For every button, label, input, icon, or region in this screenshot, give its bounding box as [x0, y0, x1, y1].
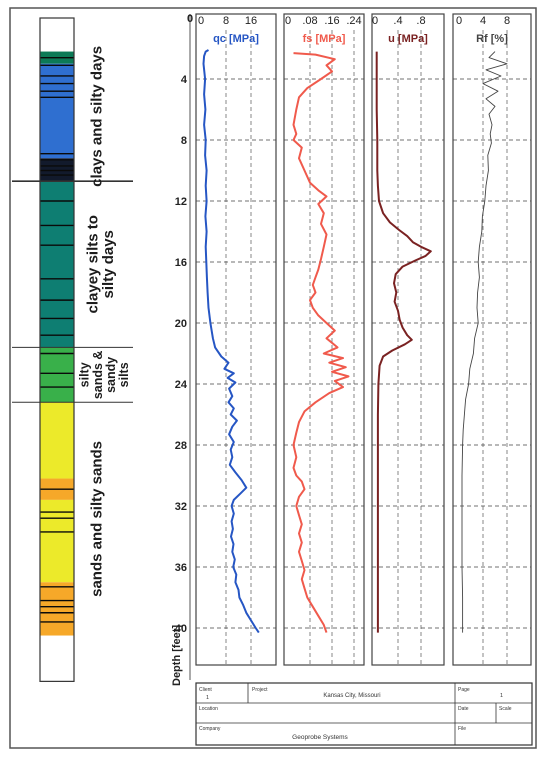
depth-tick-label: 16 — [175, 257, 187, 269]
log-panel: 0 8 16 qc [MPa] — [195, 13, 277, 666]
series-line — [375, 51, 432, 633]
title-block-label: Client — [199, 687, 212, 693]
soil-band — [40, 18, 74, 52]
panel-title: Rf [%] — [476, 33, 508, 45]
x-tick-label: .16 — [324, 15, 339, 27]
x-tick-label: .24 — [346, 15, 361, 27]
soil-band — [40, 499, 74, 583]
strata-label-text: clays and silty days — [88, 46, 105, 187]
log-panel: 0 .4 .8 u [MPa] — [371, 13, 445, 666]
depth-tick-label: 8 — [181, 135, 187, 147]
panel-frame — [452, 13, 532, 666]
x-tick-label: .4 — [393, 15, 402, 27]
soil-band — [40, 635, 74, 682]
panel-frame — [195, 13, 277, 666]
strata-label: sands and silty sandssands and silty san… — [88, 441, 105, 597]
title-block-company: Geoprobe Systems — [292, 734, 348, 741]
x-tick-label: .08 — [302, 15, 317, 27]
title-block-label: Page — [458, 687, 470, 693]
soil-band — [40, 582, 74, 636]
panel-title: qc [MPa] — [213, 33, 259, 45]
title-block-location: Kansas City, Missouri — [323, 693, 380, 699]
soil-band — [40, 181, 74, 348]
x-tick-label: 8 — [504, 15, 510, 27]
x-tick-label: 0 — [372, 15, 378, 27]
title-block-label: Project — [252, 687, 268, 693]
strata-label-text: clayey silts to — [84, 215, 101, 313]
panel-frame — [371, 13, 445, 666]
soil-band — [40, 158, 74, 182]
title-block-label: File — [458, 726, 466, 732]
depth-tick-label: 24 — [175, 379, 188, 391]
x-tick-label: 0 — [456, 15, 462, 27]
x-tick-label: 8 — [223, 15, 229, 27]
strata-label: silty sands & sandy siltssilty sands & sand… — [78, 351, 131, 400]
depth-tick-label: 32 — [175, 501, 187, 513]
depth-tick-label: 36 — [175, 562, 187, 574]
title-block-value: 1 — [206, 695, 209, 701]
title-block-label: Company — [199, 726, 221, 732]
x-tick-label: 0 — [198, 15, 204, 27]
depth-tick-label: 12 — [175, 196, 187, 208]
soil-band — [40, 63, 74, 159]
strata-label-text: sandy — [104, 357, 118, 393]
log-panel: 0 4 8 Rf [%] — [452, 13, 532, 666]
panel-title: fs [MPa] — [303, 33, 346, 45]
soil-column-outline — [39, 17, 75, 682]
strata-label-text: silty — [78, 362, 92, 387]
depth-tick-label: 4 — [181, 74, 188, 86]
strata-label: clays and silty daysclays and silty days — [88, 46, 105, 187]
depth-tick-label: 0 — [187, 13, 193, 25]
strata-label-text: silts — [117, 362, 131, 387]
depth-tick-label: 40 — [175, 623, 187, 635]
x-tick-label: 16 — [245, 15, 257, 27]
series-line — [292, 52, 350, 633]
strata-label-text: silty days — [100, 230, 117, 298]
x-tick-label: 4 — [480, 15, 486, 27]
strata-label-text: sands and silty sands — [88, 441, 105, 597]
series-line — [461, 51, 508, 633]
depth-ticks: 0 4 8 12 16 20 24 28 32 36 40 — [175, 13, 193, 635]
x-tick-label: .8 — [416, 15, 425, 27]
panel-title: u [MPa] — [388, 33, 428, 45]
soil-band — [40, 402, 74, 479]
depth-tick-label: 20 — [175, 318, 187, 330]
strata-label-text: sands & — [91, 351, 105, 400]
title-block-value: 1 — [500, 693, 503, 699]
title-block-label: Scale — [499, 706, 512, 712]
title-block-frame — [195, 682, 533, 746]
panel-frame — [283, 13, 365, 666]
x-tick-label: 0 — [285, 15, 291, 27]
title-block-label: Location — [199, 706, 218, 712]
soil-band — [40, 347, 74, 403]
series-line — [202, 49, 260, 634]
depth-axis-label: Depth [feet] — [171, 625, 183, 686]
depth-tick-label: 28 — [175, 440, 187, 452]
title-block-label: Date — [458, 706, 469, 712]
